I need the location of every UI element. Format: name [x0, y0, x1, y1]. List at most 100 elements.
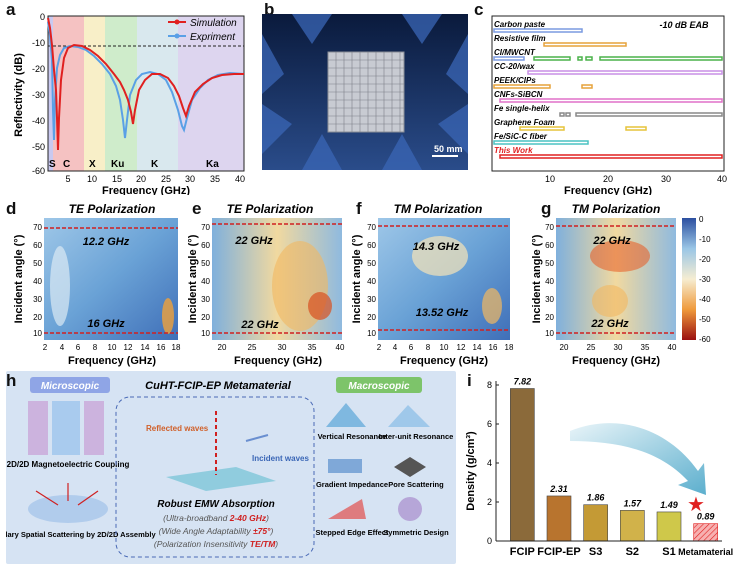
c-row-label: Graphene Foam [494, 118, 555, 127]
d-xtick: 4 [60, 343, 65, 352]
micro-title: Microscopic [41, 381, 100, 392]
d-xtick: 2 [43, 343, 48, 352]
plot-a-frame [47, 15, 245, 172]
c-row-label: Resistive film [494, 34, 546, 43]
e-xlabel: Frequency (GHz) [234, 355, 322, 367]
d-xtick: 14 [141, 343, 150, 352]
d-xtick: 6 [76, 343, 81, 352]
bar-s1 [656, 511, 682, 542]
robust-line3-a: (Polarization Insensitivity [154, 539, 250, 549]
macro-item-pore-scattering: Pore Scattering [388, 480, 444, 489]
svg-text:(Wide Angle Adaptability ±75°): (Wide Angle Adaptability ±75°) [159, 526, 274, 536]
f-ytick: 50 [367, 259, 376, 268]
e-xtick: 20 [218, 343, 227, 352]
bar-category-label: S3 [589, 546, 602, 558]
band-label-ka: Ka [206, 159, 219, 170]
c-xlabel: Frequency (GHz) [564, 185, 652, 195]
panel-letter-c: c [474, 0, 484, 19]
f-xtick: 6 [409, 343, 414, 352]
legend-simulation: Simulation [190, 18, 237, 29]
mechanism-schematic [6, 371, 456, 564]
i-ytick: 4 [487, 458, 492, 468]
band-s-fill [48, 16, 53, 171]
bar-value-label: 0.89 [697, 512, 715, 522]
f-bottom-freq: 13.52 GHz [416, 307, 469, 319]
f-ytick: 70 [367, 223, 376, 232]
band-label-ku: Ku [111, 159, 124, 170]
e-xtick: 35 [308, 343, 317, 352]
g-ytick: 70 [545, 223, 554, 232]
eab-comparison-chart: -10 dB EAB Carbon paste Resistive film C… [491, 15, 727, 195]
c-row-label-this-work: This Work [494, 146, 533, 155]
d-xtick: 12 [124, 343, 133, 352]
f-xtick: 2 [377, 343, 382, 352]
legend-exp-marker [174, 33, 180, 39]
f-title: TM Polarization [394, 202, 483, 216]
c-row-label: PEEK/CIPs [494, 76, 536, 85]
d-xtick: 16 [157, 343, 166, 352]
g-ytick: 40 [545, 277, 554, 286]
d-ylabel: Incident angle (°) [13, 234, 25, 323]
a-ylabel: Reflectivity (dB) [13, 53, 25, 137]
d-ytick: 60 [33, 241, 42, 250]
d-xtick: 10 [108, 343, 117, 352]
e-xtick: 25 [248, 343, 257, 352]
cbar-tick: -40 [699, 295, 711, 304]
plot-c-frame [491, 15, 725, 172]
robust-line1-b: 2-40 GHz [229, 513, 267, 523]
e-xtick: 40 [336, 343, 345, 352]
macro-title-bg [336, 377, 422, 393]
band-x-fill [84, 16, 105, 171]
trend-arrow-icon [570, 423, 706, 495]
g-ylabel: Incident angle (°) [531, 234, 543, 323]
star-icon: ★ [687, 494, 705, 516]
cbar-tick: -50 [699, 315, 711, 324]
angle-heatmaps: TE Polarization 12.2 GHz 16 GHz TE Polar… [13, 202, 711, 367]
macro-item-gradient-impedance: Gradient Impedance [316, 480, 388, 489]
a-ytick: -60 [32, 166, 45, 176]
panel-letter-i: i [467, 371, 472, 390]
g-xtick: 30 [614, 343, 623, 352]
macro-item-inter-unit-resonance: Inter-unit Resonance [379, 432, 454, 441]
experiment-curve [47, 21, 245, 141]
d-top-freq: 12.2 GHz [83, 236, 130, 248]
i-ytick: 6 [487, 419, 492, 429]
panel-letter-g: g [541, 199, 552, 218]
band-label-s: S [49, 159, 56, 170]
g-xlabel: Frequency (GHz) [572, 355, 660, 367]
c-row-label: CC-20/wax [494, 62, 535, 71]
center-dashed-box [115, 396, 315, 558]
heatmap-g [556, 218, 676, 340]
density-bar-chart: Density (g/cm³) 0 2 4 6 8 7.82 FCIP 2.31 FCIP-E… [465, 377, 733, 558]
cbar-tick: 0 [699, 215, 704, 224]
d-ytick: 30 [33, 295, 42, 304]
c-row-label: Fe/SiC-C fiber [494, 132, 548, 141]
c-row-label: Carbon paste [494, 20, 546, 29]
d-ytick: 20 [33, 313, 42, 322]
bar-value-label: 1.57 [624, 498, 643, 508]
cbar-tick: -10 [699, 235, 711, 244]
robust-line3-b: TE/TM [250, 539, 276, 549]
f-ytick: 40 [367, 277, 376, 286]
center-title: CuHT-FCIP-EP Metamaterial [145, 380, 292, 392]
g-top-freq: 22 GHz [592, 235, 631, 247]
macro-item-symmetric-design: Symmetric Design [383, 528, 449, 537]
f-xtick: 10 [440, 343, 449, 352]
f-xlabel: Frequency (GHz) [400, 355, 488, 367]
c-row-label: Fe single-helix [494, 104, 550, 113]
f-xtick: 16 [489, 343, 498, 352]
micro-coupling-label: 2D/2D Magnetoelectric Coupling [7, 460, 130, 469]
e-ytick: 60 [201, 241, 210, 250]
reflected-label: Reflected waves [146, 424, 209, 433]
cbar-tick: -20 [699, 255, 711, 264]
reflectivity-plot: Simulation Expriment S C X Ku K Ka 0 -10… [13, 12, 245, 195]
g-ytick: 30 [545, 295, 554, 304]
f-top-freq: 14.3 GHz [413, 241, 460, 253]
metamaterial-plate [166, 467, 276, 491]
panel-letter-h: h [6, 371, 17, 390]
a-ytick: -30 [32, 90, 45, 100]
g-ytick: 20 [545, 313, 554, 322]
f-ytick: 30 [367, 295, 376, 304]
f-xtick: 18 [505, 343, 514, 352]
e-bottom-freq: 22 GHz [240, 319, 279, 331]
